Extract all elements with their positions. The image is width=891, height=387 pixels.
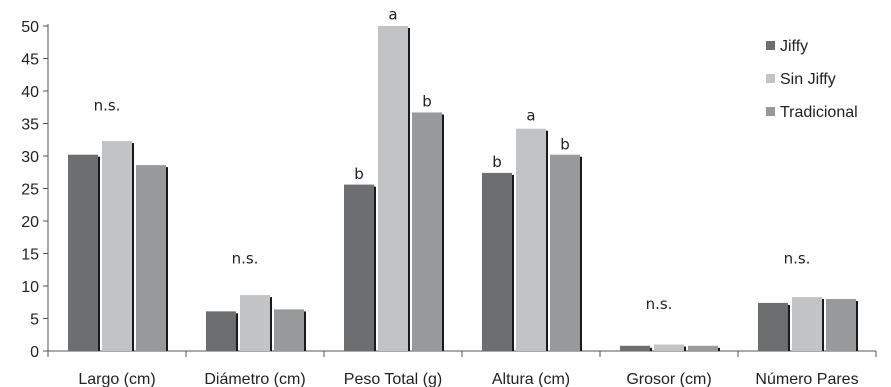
- bar-shadow: [855, 301, 858, 351]
- x-tick-label: Número Pares: [755, 371, 858, 387]
- bar-tradicional: [274, 309, 304, 351]
- legend: Jiffy Sin Jiffy Tradicional: [766, 38, 858, 121]
- bars: [68, 26, 858, 351]
- bar-shadow: [683, 346, 686, 351]
- significance-label: b: [492, 153, 502, 171]
- bar-shadow: [235, 313, 238, 351]
- bar-jiffy: [482, 172, 512, 351]
- bar-shadow: [579, 156, 582, 351]
- bar-shadow: [717, 347, 720, 351]
- y-tick-label: 50: [21, 19, 39, 36]
- bar-sin-jiffy: [102, 141, 132, 351]
- bar-shadow: [821, 299, 824, 351]
- bar-shadow: [97, 156, 100, 351]
- bar-sin-jiffy: [654, 344, 684, 351]
- significance-label: b: [354, 165, 364, 183]
- legend-label: Sin Jiffy: [780, 71, 836, 88]
- bar-shadow: [165, 167, 168, 351]
- axes: 0 5 10 15 20 25 30 35 40 45 50 Largo (cm) Diámetro (…: [21, 19, 877, 387]
- y-tick-label: 30: [21, 149, 39, 166]
- y-tick-label: 15: [21, 247, 39, 264]
- bar-tradicional: [826, 299, 856, 351]
- bar-tradicional: [550, 154, 580, 351]
- bar-shadow: [407, 28, 410, 351]
- bar-jiffy: [344, 184, 374, 351]
- legend-label: Jiffy: [780, 38, 808, 55]
- bar-jiffy: [758, 302, 788, 351]
- bar-jiffy: [620, 345, 650, 351]
- x-tick-label: Diámetro (cm): [204, 371, 305, 387]
- significance-label: b: [560, 136, 570, 154]
- bar-shadow: [373, 186, 376, 351]
- bar-tradicional: [412, 112, 442, 351]
- bar-shadow: [441, 114, 444, 351]
- significance-label: n.s.: [94, 97, 121, 115]
- legend-swatch: [766, 41, 775, 50]
- significance-label: a: [526, 106, 535, 124]
- y-tick-label: 20: [21, 214, 39, 231]
- bar-sin-jiffy: [378, 26, 408, 351]
- significance-label: b: [422, 93, 432, 111]
- bar-shadow: [131, 143, 134, 351]
- bar-shadow: [269, 297, 272, 351]
- bar-tradicional: [136, 165, 166, 351]
- y-tick-label: 10: [21, 279, 39, 296]
- bar-shadow: [511, 174, 514, 351]
- x-tick-label: Peso Total (g): [344, 371, 442, 387]
- bar-sin-jiffy: [516, 128, 546, 351]
- x-tick-label: Altura (cm): [492, 371, 570, 387]
- significance-label: n.s.: [232, 249, 259, 267]
- significance-label: n.s.: [646, 295, 673, 313]
- significance-label: n.s.: [784, 249, 811, 267]
- bar-shadow: [545, 130, 548, 351]
- bar-jiffy: [206, 311, 236, 351]
- bar-sin-jiffy: [240, 295, 270, 351]
- y-tick-label: 45: [21, 52, 39, 69]
- y-tick-label: 35: [21, 117, 39, 134]
- bar-sin-jiffy: [792, 297, 822, 351]
- bar-shadow: [303, 311, 306, 351]
- x-tick-label: Grosor (cm): [626, 371, 711, 387]
- x-tick-label: Largo (cm): [78, 371, 155, 387]
- y-tick-label: 5: [30, 312, 39, 329]
- bar-jiffy: [68, 154, 98, 351]
- significance-label: a: [388, 6, 397, 24]
- y-tick-label: 40: [21, 84, 39, 101]
- bar-tradicional: [688, 345, 718, 351]
- legend-label: Tradicional: [780, 104, 858, 121]
- bar-shadow: [649, 347, 652, 351]
- legend-swatch: [766, 74, 775, 83]
- legend-swatch: [766, 107, 775, 116]
- y-tick-label: 0: [30, 344, 39, 361]
- y-tick-label: 25: [21, 182, 39, 199]
- bar-shadow: [787, 304, 790, 351]
- significance-annotations: n.s. n.s. b a b b a b n.s. n.s.: [94, 6, 811, 313]
